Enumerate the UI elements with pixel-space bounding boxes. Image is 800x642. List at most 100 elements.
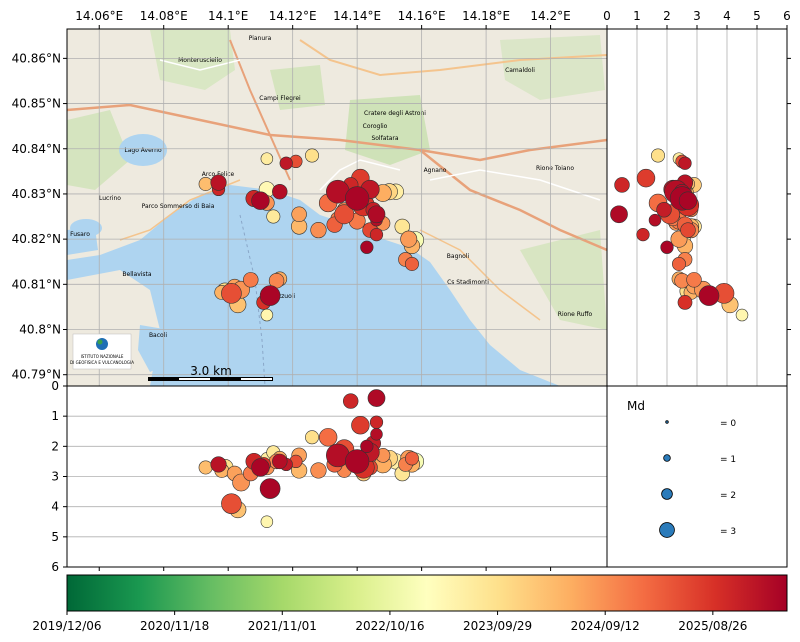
ingv-logo: ISTITUTO NAZIONALE DI GEOFISICA E VULCAN…	[70, 333, 134, 370]
map-ytick-label: 40.82°N	[12, 232, 61, 246]
map-place-label: Coroglio	[363, 123, 388, 130]
colorbar-tick-label: 2025/08/26	[678, 619, 747, 633]
map-place-label: Parco Sommerso di Baia	[142, 203, 215, 210]
event-marker-map	[367, 205, 386, 224]
map-xtick-label: 14.06°E	[75, 9, 123, 23]
event-marker-map	[251, 191, 270, 210]
colorbar-tick-label: 2020/11/18	[140, 619, 209, 633]
bottom-ytick-label: 0	[51, 379, 59, 393]
event-marker-map	[404, 257, 419, 271]
event-marker-depth-lon	[367, 389, 386, 407]
right-xtick-label: 6	[783, 9, 791, 23]
logo-text-line2: DI GEOFISICA E VULCANOLOGIA	[70, 360, 134, 365]
map-ytick-label: 40.84°N	[12, 142, 61, 156]
event-marker-depth-lon	[344, 449, 370, 474]
colorbar-tick-label: 2022/10/16	[355, 619, 424, 633]
event-marker-depth-lat	[648, 213, 662, 227]
depth-latitude-panel: 0 1 2 3 4 5 6	[603, 9, 791, 387]
event-marker-depth-lon	[351, 416, 370, 435]
bottom-depth-ticks: 0 1 2 3 4 5 6	[51, 379, 552, 574]
map-place-label: Lago Averno	[124, 147, 162, 154]
map-place-label: Monterusciello	[178, 57, 222, 64]
legend-marker	[659, 522, 675, 538]
map-place-label: Arco Felice	[202, 171, 235, 178]
event-marker-depth-lon	[198, 460, 213, 475]
map-xtick-label: 14.16°E	[398, 9, 446, 23]
event-marker-map	[344, 186, 370, 211]
right-xtick-label: 1	[633, 9, 641, 23]
bottom-event-markers	[198, 389, 425, 528]
event-marker-depth-lon	[260, 515, 274, 528]
map-place-label: Rione Toiano	[536, 165, 574, 172]
time-colorbar: 2019/12/06 2020/11/18 2021/11/01 2022/10/16…	[32, 574, 788, 633]
legend-marker	[663, 454, 671, 462]
map-event-markers	[198, 148, 425, 322]
map-ytick-label: 40.86°N	[12, 51, 61, 65]
event-marker-map	[210, 174, 227, 191]
event-marker-depth-lon	[251, 458, 270, 477]
event-marker-depth-lon	[221, 493, 242, 514]
event-marker-map	[310, 222, 327, 239]
right-depth-ticks: 0 1 2 3 4 5 6	[603, 9, 791, 376]
ingv-globe-icon	[96, 338, 108, 350]
event-marker-map	[279, 156, 293, 170]
map-place-label: Bacoli	[149, 332, 167, 339]
event-marker-depth-lon	[318, 428, 338, 447]
event-marker-map	[400, 230, 418, 248]
event-marker-map	[305, 148, 319, 163]
legend-entries: = 0 = 1 = 2 = 3	[659, 419, 736, 538]
map-place-label: Cs Stadimonti	[447, 279, 489, 286]
map-place-label: Pianura	[249, 35, 272, 42]
map-latitude-ticks: 40.86°N 40.85°N 40.84°N 40.83°N 40.82°N 40.81…	[12, 51, 67, 382]
map-ytick-label: 40.85°N	[12, 97, 61, 111]
map-place-label: Lucrino	[99, 195, 121, 202]
legend-marker	[665, 420, 669, 424]
map-panel: Monterusciello Arco Felice Agnano Bagnoli Be…	[12, 9, 608, 387]
event-marker-depth-lon	[369, 415, 384, 429]
colorbar-tick-label: 2019/12/06	[32, 619, 101, 633]
right-xtick-label: 5	[753, 9, 761, 23]
map-xtick-label: 14.2°E	[530, 9, 570, 23]
event-marker-depth-lon	[259, 478, 281, 499]
event-marker-map	[334, 204, 355, 225]
legend-entry-label: = 3	[720, 527, 736, 537]
event-marker-map	[272, 183, 288, 200]
bottom-ytick-label: 6	[51, 560, 59, 574]
map-place-label: Bellavista	[122, 271, 152, 278]
event-marker-depth-lon	[404, 451, 419, 466]
colorbar-tick-label: 2021/11/01	[248, 619, 317, 633]
scale-bar: 3.0 km	[148, 364, 273, 381]
magnitude-legend: Md = 0 = 1 = 2 = 3	[606, 385, 788, 568]
event-marker-depth-lat	[672, 257, 686, 271]
right-xtick-label: 4	[723, 9, 731, 23]
map-basemap	[67, 29, 607, 386]
map-ytick-label: 40.83°N	[12, 187, 61, 201]
event-marker-depth-lat	[698, 285, 720, 306]
map-grid	[67, 29, 607, 386]
map-ytick-label: 40.79°N	[12, 368, 61, 382]
event-marker-depth-lat	[660, 240, 674, 254]
map-place-label: Agnano	[424, 167, 447, 174]
logo-text-line1: ISTITUTO NAZIONALE	[81, 354, 124, 359]
map-xtick-label: 14.1°E	[208, 9, 248, 23]
map-ytick-label: 40.8°N	[19, 323, 61, 337]
event-marker-depth-lon	[272, 453, 288, 470]
map-place-label: Pozzuoli	[271, 293, 296, 300]
colorbar-gradient	[66, 574, 788, 612]
colorbar-ticks: 2019/12/06 2020/11/18 2021/11/01 2022/10/16…	[32, 611, 747, 633]
colorbar-tick-label: 2024/09/12	[571, 619, 640, 633]
map-longitude-ticks: 14.06°E 14.08°E 14.1°E 14.12°E 14.14°E 14.16°…	[75, 9, 571, 29]
map-place-label: Solfatara	[371, 135, 398, 142]
right-xtick-label: 0	[603, 9, 611, 23]
event-marker-map	[243, 272, 259, 288]
event-marker-depth-lat	[656, 202, 672, 218]
event-marker-depth-lon	[370, 428, 383, 441]
map-place-label: Cratere degli Astroni	[364, 110, 426, 117]
event-marker-depth-lat	[680, 222, 696, 238]
right-xtick-label: 3	[693, 9, 701, 23]
event-marker-depth-lat	[651, 148, 665, 163]
bottom-ytick-label: 3	[51, 470, 59, 484]
right-event-markers	[610, 148, 749, 322]
legend-entry-label: = 1	[720, 455, 736, 465]
